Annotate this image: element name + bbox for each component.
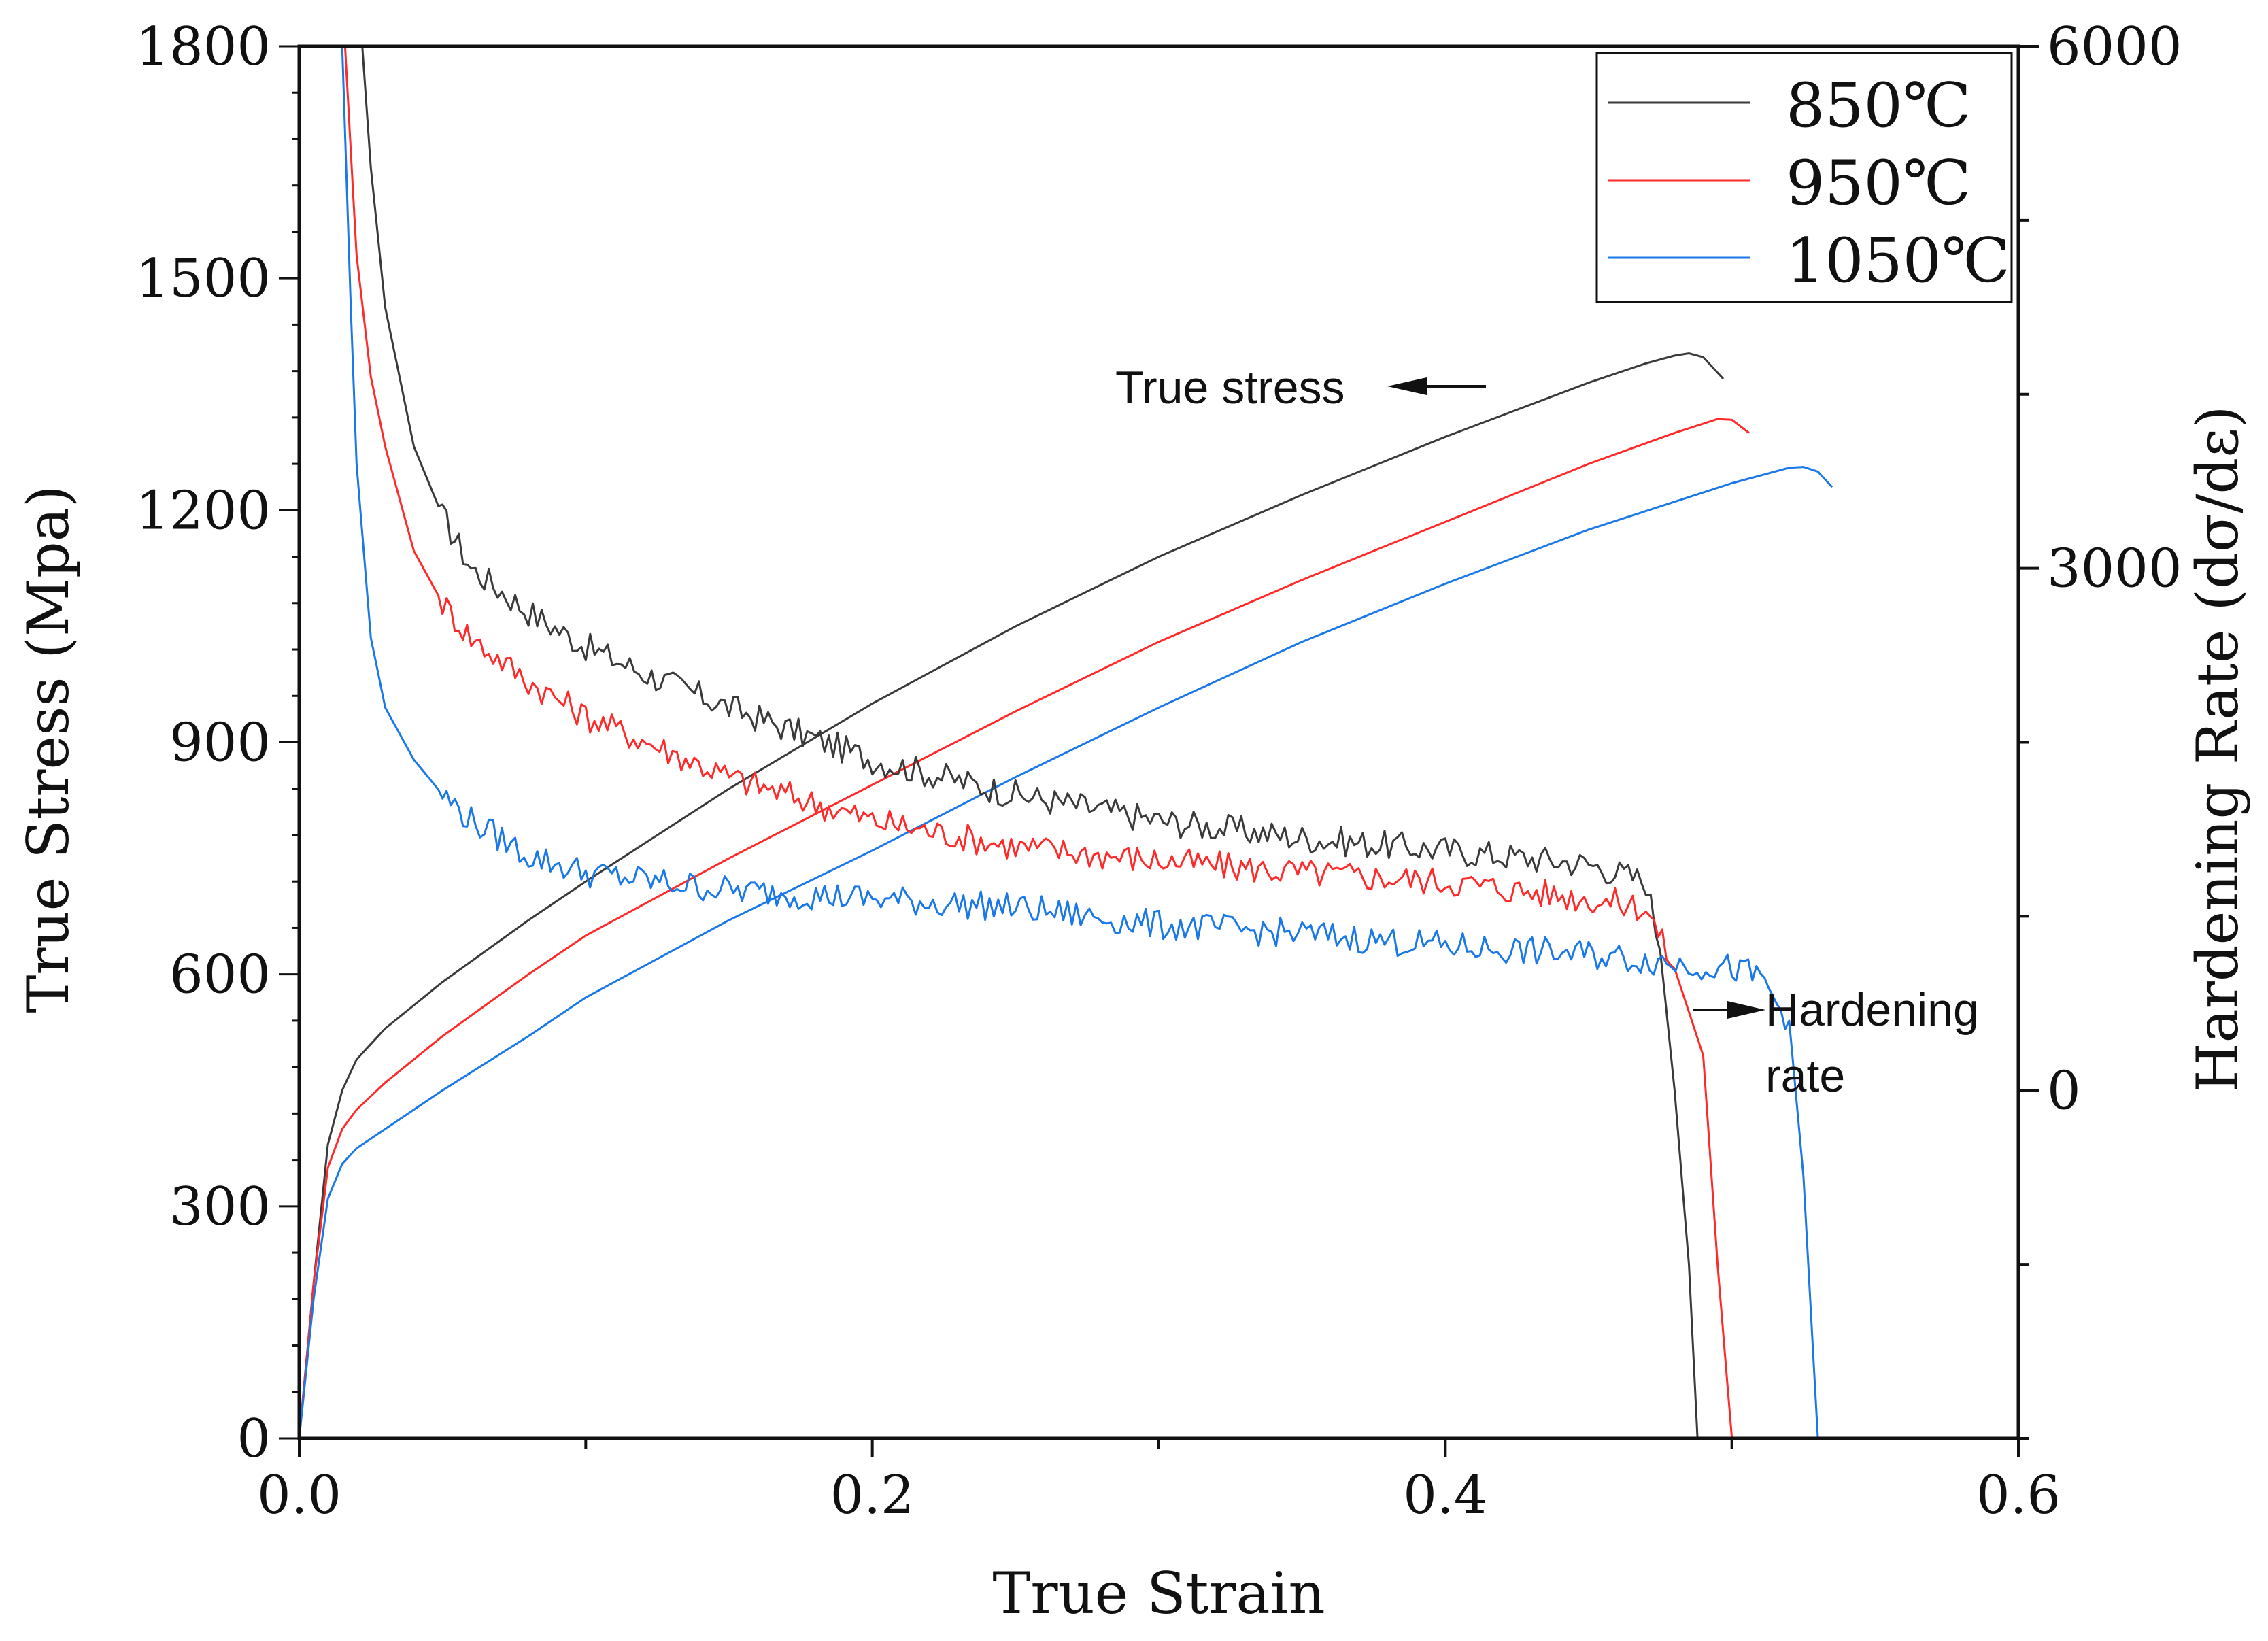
true-stress-annotation: True stress <box>1115 362 1486 413</box>
y-left-tick-label: 300 <box>169 1177 271 1238</box>
hardening-rate-label-line2: rate <box>1765 1050 1845 1102</box>
x-tick-label: 0.2 <box>830 1465 915 1526</box>
true-stress-arrow-head <box>1387 377 1427 395</box>
y-left-axis-label: True Stress (Mpa) <box>15 485 82 1013</box>
true-stress-label: True stress <box>1115 362 1345 413</box>
y-right-axis-ticks: 0 3000 6000 <box>2018 16 2182 1440</box>
stress-line <box>299 418 1750 1438</box>
y-left-tick-label: 600 <box>169 945 271 1006</box>
hardening-rate-label-line1: Hardening <box>1765 984 1979 1036</box>
legend-label: 850℃ <box>1786 70 1971 141</box>
hardening-rate-arrow-head <box>1727 1001 1765 1019</box>
legend-label: 1050℃ <box>1786 225 2010 297</box>
x-tick-label: 0.6 <box>1976 1465 2061 1526</box>
x-axis-label: True Strain <box>992 1560 1325 1627</box>
x-axis-ticks: 0.0 0.2 0.4 0.6 <box>257 1438 2061 1526</box>
legend-box <box>1595 52 2013 303</box>
y-right-axis-label: Hardening Rate (dσ/dε) <box>2184 405 2251 1092</box>
hardening-rate-annotation: Hardening rate <box>1693 984 1979 1102</box>
hardening-rate-line <box>343 46 1733 1438</box>
y-left-tick-label: 0 <box>237 1408 271 1470</box>
x-tick-label: 0.0 <box>257 1465 341 1526</box>
x-tick-label: 0.4 <box>1403 1465 1487 1526</box>
y-left-tick-label: 1800 <box>135 16 271 78</box>
y-left-tick-label: 1200 <box>135 480 271 541</box>
series-layer <box>299 46 1833 1438</box>
hardening-rate-line <box>361 46 1699 1438</box>
legend-label: 950℃ <box>1786 148 1971 219</box>
y-right-tick-label: 3000 <box>2047 539 2182 600</box>
y-right-tick-label: 6000 <box>2047 16 2182 78</box>
stress-line <box>299 352 1725 1438</box>
hardening-rate-line <box>341 46 1819 1438</box>
y-left-axis-ticks: 0 300 600 900 1200 1500 1800 <box>135 16 299 1470</box>
y-left-tick-label: 900 <box>169 713 271 774</box>
y-right-tick-label: 0 <box>2047 1060 2081 1121</box>
stress-line <box>299 466 1833 1438</box>
y-left-tick-label: 1500 <box>135 248 271 309</box>
